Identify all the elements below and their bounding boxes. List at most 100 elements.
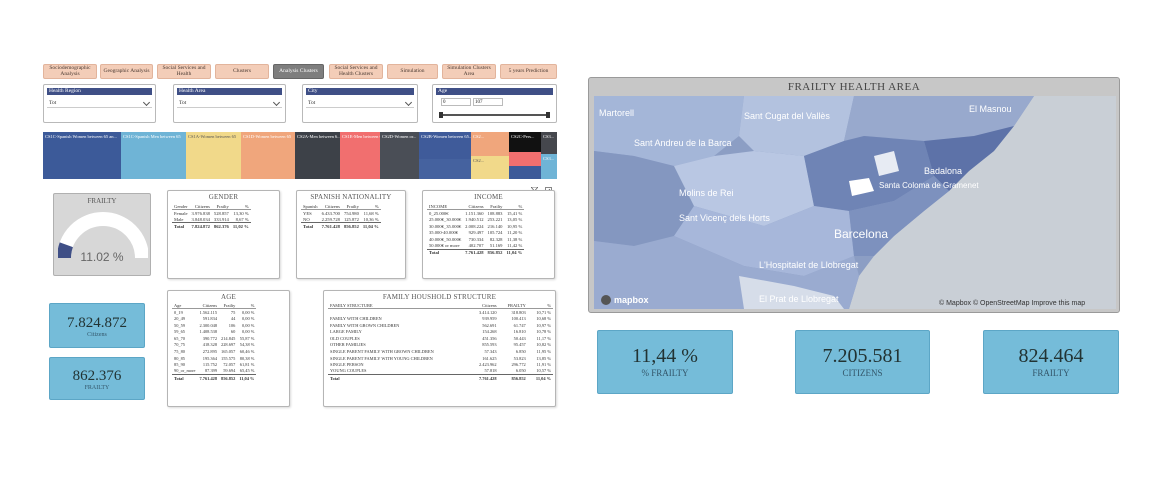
health-region-filter[interactable]: Health Region Tot xyxy=(43,84,156,123)
table-row[interactable]: SINGLE PARENT FAMILY WITH YOUNG CHILDREN… xyxy=(328,355,553,362)
age-max-input[interactable]: 107 xyxy=(473,98,503,106)
region-area[interactable] xyxy=(674,206,854,276)
treemap-cell[interactable]: CS3... xyxy=(541,154,557,179)
table-row[interactable]: 85_90 115.752 72.057 61,81 % xyxy=(172,361,256,368)
region-area[interactable] xyxy=(594,151,694,246)
table-row[interactable]: 70_75 418.328 228.697 54,38 % xyxy=(172,342,256,349)
city-filter[interactable]: City Tot xyxy=(302,84,418,123)
column-header[interactable]: Citizens xyxy=(470,302,499,310)
table-row[interactable]: LARGE FAMILY 154.268 16.810 10,78 % xyxy=(328,328,553,335)
table-row[interactable]: 35.000-40.000€ 929.497 105.724 11,20 % xyxy=(427,229,524,236)
region-area[interactable] xyxy=(924,126,1014,191)
city-value[interactable]: Tot xyxy=(306,98,414,108)
region-area[interactable] xyxy=(849,176,949,256)
table-row[interactable]: 75_80 272.895 165.057 60,46 % xyxy=(172,348,256,355)
tab-social-services-health-clusters[interactable]: Social Services and Health Clusters xyxy=(329,64,383,79)
region-area[interactable] xyxy=(739,96,854,156)
table-row[interactable]: 20_49 591.834 44 0,00 % xyxy=(172,315,256,322)
table-row[interactable]: 50.000€ or more 402.707 51.169 11,42 % xyxy=(427,243,524,250)
table-row[interactable]: 90_or_more 87.399 59.694 65,45 % xyxy=(172,368,256,375)
table-row[interactable]: OTHER FAMILIES 855.593 95.457 10,82 % xyxy=(328,342,553,349)
age-range-slider[interactable] xyxy=(439,112,550,118)
table-row[interactable]: 25.000€_30.000€ 1.940.512 253.221 13,05 % xyxy=(427,216,524,223)
column-header[interactable]: Citizens xyxy=(319,203,342,211)
table-row[interactable]: SINGLE PERSON 2.423.962 296.772 11,91 % xyxy=(328,361,553,368)
column-header[interactable]: Citizens xyxy=(197,302,220,310)
column-header[interactable]: FAMILY STRUCTURE xyxy=(328,302,471,310)
table-row[interactable]: NO 2.259.728 125.872 10,36 % xyxy=(301,216,381,223)
tab-analysis-clusters[interactable]: Analysis Clusters xyxy=(273,64,324,79)
tab-5-years-prediction[interactable]: 5 years Prediction xyxy=(500,64,557,79)
age-filter[interactable]: Age 0 107 xyxy=(432,84,557,123)
table-row[interactable]: 3.414.120 318.803 10,71 % xyxy=(328,309,553,316)
table-row[interactable]: 0_25.000€ 1.151.360 108.883 15,41 % xyxy=(427,210,524,217)
treemap-cell[interactable]: CS2D-Women or... xyxy=(380,132,419,179)
table-row[interactable]: YES 6.433.700 754.980 11,68 % xyxy=(301,210,381,217)
column-header[interactable]: % xyxy=(527,302,553,310)
column-header[interactable]: % xyxy=(237,302,257,310)
table-row[interactable]: 59_65 1.408.538 60 0,00 % xyxy=(172,328,256,335)
tab-simulation-clusters-area[interactable]: Simulation Clusters Area xyxy=(442,64,496,79)
column-header[interactable]: Gender xyxy=(172,203,190,211)
treemap-cell[interactable] xyxy=(509,152,541,166)
column-header[interactable]: Spanish xyxy=(301,203,320,211)
focus-mode-icon[interactable] xyxy=(545,181,552,194)
column-header[interactable]: Citizens xyxy=(463,203,486,211)
column-header[interactable]: INCOME xyxy=(427,203,464,211)
treemap-cell[interactable]: CS2B-Women between 65... xyxy=(419,132,471,159)
map-attribution[interactable]: © Mapbox © OpenStreetMap Improve this ma… xyxy=(939,299,1085,307)
tab-clusters[interactable]: Clusters xyxy=(215,64,269,79)
treemap-cell[interactable]: CS3... xyxy=(541,132,557,154)
table-row[interactable]: 0_19 1.562.115 75 0,00 % xyxy=(172,309,256,316)
region-area[interactable] xyxy=(874,151,899,176)
region-area[interactable] xyxy=(674,151,814,226)
treemap-cell[interactable] xyxy=(419,159,471,179)
treemap-cell[interactable]: CS1C-Spanish Women between 65 an... xyxy=(43,132,121,179)
table-row[interactable]: 40.000€_50.000€ 730.334 82.328 11,38 % xyxy=(427,236,524,243)
column-header[interactable]: Age xyxy=(172,302,198,310)
tab-geographic-analysis[interactable]: Geographic Analysis xyxy=(100,64,153,79)
tab-sociodemographic-analysis[interactable]: Sociodemographic Analysis xyxy=(43,64,97,79)
column-header[interactable]: % xyxy=(360,203,381,211)
column-header[interactable]: % xyxy=(504,203,525,211)
age-min-input[interactable]: 0 xyxy=(441,98,471,106)
table-row[interactable]: SINGLE PARENT FAMILY WITH GROWN CHILDREN… xyxy=(328,348,553,355)
table-row[interactable]: FAMILY WITH CHILDREN 939.959 100.413 10,68 … xyxy=(328,315,553,322)
filter-icon[interactable] xyxy=(530,181,539,195)
table-row[interactable]: 50_59 2.300.048 106 0,00 % xyxy=(172,322,256,329)
treemap-cell[interactable]: CS1A-Women between 65 xyxy=(186,132,241,179)
region-area[interactable] xyxy=(844,96,1034,141)
health-area-value[interactable]: Tot xyxy=(177,98,282,108)
region-area[interactable] xyxy=(594,96,744,166)
table-row[interactable]: Female 3.976.838 528.857 13,30 % xyxy=(172,210,251,217)
table-row[interactable]: YOUNG COUPLES 57.818 6.050 10,57 % xyxy=(328,368,553,375)
frailty-health-area-map[interactable]: Martorell Sant Cugat del Vallès El Masno… xyxy=(594,96,1116,309)
treemap-cell[interactable]: CS2C-Pers... xyxy=(509,132,541,152)
treemap-cell[interactable] xyxy=(509,166,541,179)
column-header[interactable]: Frailty xyxy=(211,203,231,211)
region-area[interactable] xyxy=(849,178,874,196)
column-header[interactable]: % xyxy=(230,203,251,211)
tab-simulation[interactable]: Simulation xyxy=(387,64,438,79)
health-area-filter[interactable]: Health Area Tot xyxy=(173,84,286,123)
treemap-cell[interactable]: CS1E-Men between 6... xyxy=(340,132,380,179)
treemap-cell[interactable]: CS1C-Spanish Men between 65 xyxy=(121,132,186,179)
tab-social-services-health[interactable]: Social Services and Health xyxy=(157,64,211,79)
table-row[interactable]: 30.000€_35.000€ 2.008.224 216.140 10,95 % xyxy=(427,223,524,230)
treemap-cell[interactable]: CS2... xyxy=(471,156,509,179)
slider-handle-min[interactable] xyxy=(439,112,443,118)
slider-handle-max[interactable] xyxy=(546,112,550,118)
health-region-value[interactable]: Tot xyxy=(47,98,152,108)
treemap-cell[interactable]: CS2A-Men between 6... xyxy=(295,132,340,179)
column-header[interactable]: FRAILTY xyxy=(498,302,528,310)
table-row[interactable]: OLD COUPLES 451.356 50.443 11,17 % xyxy=(328,335,553,342)
table-row[interactable]: 65_70 390.772 214.845 55,87 % xyxy=(172,335,256,342)
table-row[interactable]: Male 3.848.034 333.914 8,67 % xyxy=(172,216,251,223)
column-header[interactable]: Frailty xyxy=(485,203,505,211)
column-header[interactable]: Frailty xyxy=(219,302,238,310)
treemap-cell[interactable]: CS2... xyxy=(471,132,509,156)
treemap-cell[interactable]: CS1D-Women between 65 xyxy=(241,132,295,179)
table-row[interactable]: 80_85 195.364 155.575 80,38 % xyxy=(172,355,256,362)
region-area[interactable] xyxy=(739,276,844,309)
table-row[interactable]: FAMILY WITH GROWN CHILDREN 562.691 61.747 1… xyxy=(328,322,553,329)
